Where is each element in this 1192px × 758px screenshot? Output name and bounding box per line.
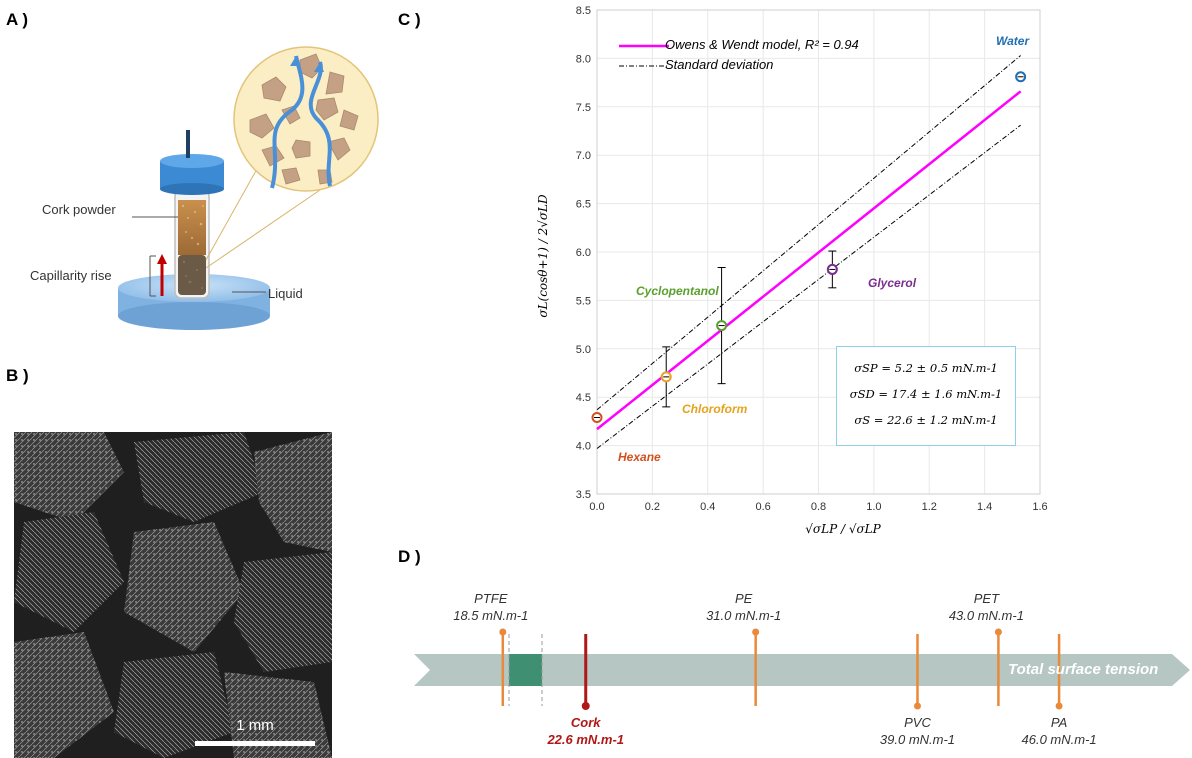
legend-model-label: Owens & Wendt model, R² = 0.94 xyxy=(665,37,859,52)
material-pe-dot xyxy=(752,628,760,636)
cork-powder-fill xyxy=(178,200,206,255)
panel-a-label: A ) xyxy=(6,10,29,29)
sem-micrograph xyxy=(14,432,332,758)
chart-legend: Owens & Wendt model, R² = 0.94 Standard … xyxy=(615,35,895,81)
x-tick-label: 1.2 xyxy=(922,501,937,513)
material-ptfe-dot xyxy=(499,628,507,636)
zoom-circle xyxy=(233,46,379,192)
panel-c-label: C ) xyxy=(398,10,421,29)
panel-d-label: D ) xyxy=(398,547,421,566)
material-markers xyxy=(499,628,1063,710)
y-tick-label: 4.5 xyxy=(576,392,591,404)
tube-cap xyxy=(160,130,224,195)
y-tick-label: 6.5 xyxy=(576,199,591,211)
y-tick-label: 7.5 xyxy=(576,102,591,114)
glass-tube xyxy=(174,189,210,299)
cork-band xyxy=(509,654,542,686)
y-tick-label: 4.0 xyxy=(576,441,591,453)
material-pe-value: 31.0 mN.m-1 xyxy=(706,608,782,623)
label-glycerol: Glycerol xyxy=(868,276,917,290)
std-upper-line xyxy=(596,55,1021,411)
material-pa-label: PA 46.0 mN.m-1 xyxy=(999,714,1119,748)
cork-powder-label: Cork powder xyxy=(42,202,116,217)
y-tick-label: 7.0 xyxy=(576,150,591,162)
y-tick-label: 5.0 xyxy=(576,344,591,356)
scale-bar xyxy=(195,741,315,746)
label-hexane: Hexane xyxy=(618,450,661,464)
label-cyclopentanol: Cyclopentanol xyxy=(636,284,719,298)
y-tick-label: 5.5 xyxy=(576,295,591,307)
capillarity-arrow xyxy=(149,254,167,297)
cork-label: Cork 22.6 mN.m-1 xyxy=(526,714,646,748)
material-pet-label: PET 43.0 mN.m-1 xyxy=(926,590,1046,624)
axis-ticks: 0.0 0.2 0.4 0.6 0.8 1.0 1.2 1.4 1.6 3.5 4.0 4.5 5.0 5… xyxy=(576,5,1048,513)
material-pe-label: PE 31.0 mN.m-1 xyxy=(684,590,804,624)
wet-speckles xyxy=(182,260,203,289)
cork-dot xyxy=(581,702,590,710)
material-pa-dot xyxy=(1055,702,1063,710)
panel-b-label: B ) xyxy=(6,366,29,385)
data-points xyxy=(591,71,1027,424)
x-tick-label: 0.4 xyxy=(700,501,715,513)
material-ptfe-value: 18.5 mN.m-1 xyxy=(453,608,529,623)
scale-arrow-label: Total surface tension xyxy=(1008,661,1159,678)
y-tick-label: 8.0 xyxy=(576,53,591,65)
scale-bar-label: 1 mm xyxy=(236,717,274,734)
material-ptfe-name: PTFE xyxy=(474,591,508,606)
owens-wendt-chart: 0.0 0.2 0.4 0.6 0.8 1.0 1.2 1.4 1.6 3.5 4.0 4.5 5.0 5… xyxy=(576,5,1048,513)
label-water: Water xyxy=(996,34,1030,48)
y-tick-label: 3.5 xyxy=(576,489,591,501)
x-tick-label: 0.6 xyxy=(755,501,770,513)
y-tick-label: 8.5 xyxy=(576,5,591,17)
label-chloroform: Chloroform xyxy=(682,402,748,416)
plot-frame xyxy=(596,9,1041,495)
scale-arrow xyxy=(414,654,1190,686)
std-lower-line xyxy=(596,124,1021,449)
material-pet-value: 43.0 mN.m-1 xyxy=(948,608,1024,623)
annotation-dispersive: σSD = 17.4 ± 1.6 mN.m-1 xyxy=(849,387,1003,401)
material-pvc-dot xyxy=(913,702,921,710)
x-tick-label: 0.2 xyxy=(645,501,660,513)
material-pe-name: PE xyxy=(734,591,753,606)
material-pet-name: PET xyxy=(973,591,1000,606)
x-tick-label: 0.8 xyxy=(811,501,826,513)
powder-speckles xyxy=(181,204,204,246)
y-tick-label: 6.0 xyxy=(576,247,591,259)
cork-value: 22.6 mN.m-1 xyxy=(547,732,625,747)
material-pa-name: PA xyxy=(1050,715,1068,730)
x-axis-label: √σLP / √σLP xyxy=(805,522,881,536)
material-pvc-value: 39.0 mN.m-1 xyxy=(879,732,956,747)
capillarity-schematic xyxy=(118,46,379,330)
liquid-label: Liquid xyxy=(268,286,303,301)
material-pa-value: 46.0 mN.m-1 xyxy=(1021,732,1097,747)
wet-powder xyxy=(178,255,206,295)
legend-std-label: Standard deviation xyxy=(665,57,774,72)
surface-energy-annotation: σSP = 5.2 ± 0.5 mN.m-1 σSD = 17.4 ± 1.6 … xyxy=(836,346,1016,446)
x-tick-label: 0.0 xyxy=(589,501,604,513)
cork-name: Cork xyxy=(570,715,601,730)
material-pvc-name: PVC xyxy=(904,715,931,730)
material-pvc-label: PVC 39.0 mN.m-1 xyxy=(857,714,977,748)
annotation-polar: σSP = 5.2 ± 0.5 mN.m-1 xyxy=(854,361,998,375)
material-pet-dot xyxy=(994,628,1002,636)
x-tick-label: 1.6 xyxy=(1032,501,1047,513)
capillarity-rise-label: Capillarity rise xyxy=(30,268,112,283)
x-tick-label: 1.0 xyxy=(866,501,881,513)
annotation-total: σS = 22.6 ± 1.2 mN.m-1 xyxy=(854,413,998,427)
x-tick-label: 1.4 xyxy=(977,501,992,513)
material-ptfe-label: PTFE 18.5 mN.m-1 xyxy=(431,590,551,624)
